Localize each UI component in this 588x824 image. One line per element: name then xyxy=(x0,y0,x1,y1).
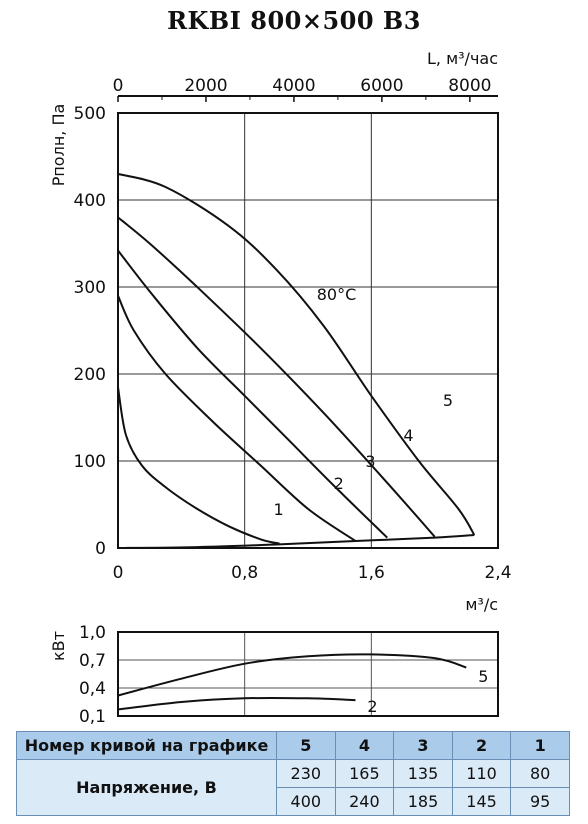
curve-number: 5 xyxy=(276,731,336,760)
voltage-cell: 185 xyxy=(393,787,453,816)
power-curve-2 xyxy=(117,696,356,711)
voltage-cell: 165 xyxy=(334,759,395,788)
y-axis-label: Pполн, Па xyxy=(49,104,68,187)
table-header-row: Номер кривой на графике 5 4 3 2 1 xyxy=(16,731,570,760)
plot-frame xyxy=(117,112,499,549)
voltage-row-label: Напряжение, В xyxy=(16,759,277,816)
curve-number: 1 xyxy=(510,731,570,760)
y-tick-label: 200 xyxy=(74,365,106,385)
chart-title: RKBI 800×500 B3 xyxy=(167,6,421,35)
pressure-chart: 0 2000 4000 6000 8000 L, м³/час 0 100 200 300 400 5… xyxy=(49,49,512,727)
top-tick-label: 8000 xyxy=(448,76,491,96)
y-tick-label: 300 xyxy=(74,278,106,298)
power-plot-frame xyxy=(117,631,499,717)
power-y-axis-label: кВт xyxy=(49,631,68,661)
x-tick-label: 2,4 xyxy=(484,563,511,583)
top-tick-label: 4000 xyxy=(272,76,315,96)
top-axis-label: L, м³/час xyxy=(427,49,498,68)
power-curve-5 xyxy=(117,653,467,697)
system-curve xyxy=(117,534,475,549)
x-tick-label: 0,8 xyxy=(231,563,258,583)
voltage-cell: 95 xyxy=(510,787,570,816)
y-tick-label: 100 xyxy=(74,452,106,472)
table-header-label: Номер кривой на графике xyxy=(16,731,277,760)
voltage-cell: 110 xyxy=(451,759,512,788)
curve-number: 3 xyxy=(393,731,453,760)
table-row: Напряжение, В 230 165 135 110 80 xyxy=(16,759,570,816)
curve-label: 2 xyxy=(334,474,344,493)
power-curve-label: 2 xyxy=(367,697,377,716)
voltage-cell: 240 xyxy=(334,787,395,816)
curve-label: 4 xyxy=(403,426,413,445)
fan-curve-4 xyxy=(117,216,436,538)
voltage-cell: 80 xyxy=(510,759,570,788)
x-tick-label: 0 xyxy=(113,563,124,583)
power-y-tick-label: 0,1 xyxy=(79,707,106,727)
power-y-tick-label: 0,4 xyxy=(79,679,106,699)
voltage-cell: 145 xyxy=(451,787,512,816)
voltage-table: Номер кривой на графике 5 4 3 2 1 Напряж… xyxy=(16,731,570,816)
power-curve-label: 5 xyxy=(478,667,488,686)
voltage-cell: 400 xyxy=(276,787,336,816)
voltage-cell: 135 xyxy=(393,759,453,788)
fan-curve-1 xyxy=(117,386,280,545)
power-y-tick-label: 0,7 xyxy=(79,651,106,671)
fan-curve-5 xyxy=(117,172,476,536)
power-y-tick-label: 1,0 xyxy=(79,623,106,643)
table-row: 400 240 185 145 95 xyxy=(17,787,570,816)
curve-number: 2 xyxy=(451,731,512,760)
voltage-cell: 230 xyxy=(276,759,336,788)
temperature-annotation: 80°C xyxy=(317,285,357,304)
x-tick-label: 1,6 xyxy=(358,563,385,583)
fan-curve-2 xyxy=(117,295,357,542)
curve-label: 1 xyxy=(274,500,284,519)
top-tick-label: 0 xyxy=(113,76,124,96)
curve-number: 4 xyxy=(334,731,395,760)
curve-label: 5 xyxy=(443,391,453,410)
y-tick-label: 500 xyxy=(74,104,106,124)
x-axis-label: м³/с xyxy=(465,595,498,614)
y-tick-label: 400 xyxy=(74,191,106,211)
top-tick-label: 2000 xyxy=(184,76,227,96)
curve-label: 3 xyxy=(365,452,375,471)
fan-curve-3 xyxy=(117,249,388,539)
y-tick-label: 0 xyxy=(95,539,106,559)
top-tick-label: 6000 xyxy=(360,76,403,96)
